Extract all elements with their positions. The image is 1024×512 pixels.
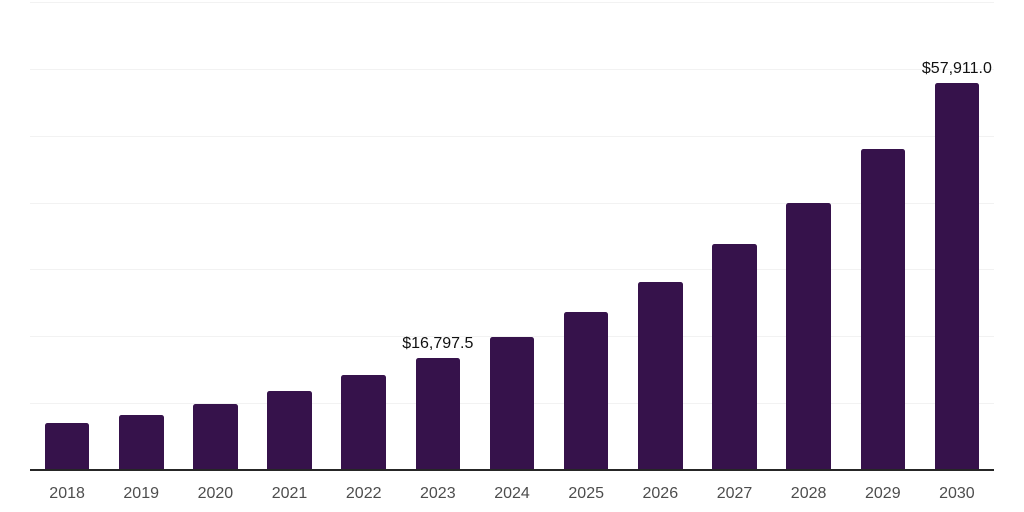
bar-2028[interactable]	[786, 202, 831, 470]
x-tick-2025: 2025	[568, 485, 604, 502]
bar-2023[interactable]	[415, 357, 461, 470]
bar-2021[interactable]	[267, 391, 312, 470]
bar-2022[interactable]	[341, 375, 386, 470]
gridline-60000	[30, 68, 994, 70]
bar-2019[interactable]	[119, 414, 164, 470]
gridline-20000	[30, 336, 994, 338]
gridline-40000	[30, 202, 994, 204]
value-label-2030: $57,911.0	[921, 59, 992, 77]
x-tick-2026: 2026	[642, 485, 679, 502]
bar-2025[interactable]	[563, 312, 609, 470]
x-tick-2018: 2018	[49, 485, 85, 502]
gridline-50000	[30, 135, 994, 137]
x-tick-2029: 2029	[865, 485, 901, 502]
bar-2024[interactable]	[489, 337, 535, 470]
x-tick-2028: 2028	[790, 485, 827, 502]
gridline-70000	[30, 2, 994, 3]
gridline-30000	[30, 269, 994, 271]
x-tick-2022: 2022	[345, 485, 382, 502]
bar-2029[interactable]	[860, 148, 905, 470]
x-tick-2023: 2023	[420, 485, 456, 502]
x-tick-2024: 2024	[494, 485, 530, 502]
bar-2026[interactable]	[638, 281, 683, 470]
bar-2030[interactable]	[934, 82, 980, 470]
x-axis-line	[30, 469, 994, 471]
x-tick-2030: 2030	[939, 485, 975, 502]
bar-2027[interactable]	[712, 243, 757, 470]
x-tick-2027: 2027	[716, 485, 753, 502]
x-tick-2021: 2021	[271, 485, 308, 502]
bar-2018[interactable]	[44, 423, 90, 470]
x-tick-2020: 2020	[197, 485, 234, 502]
bar-2020[interactable]	[193, 403, 238, 470]
value-label-2023: $16,797.5	[402, 334, 474, 352]
x-tick-2019: 2019	[123, 485, 159, 502]
